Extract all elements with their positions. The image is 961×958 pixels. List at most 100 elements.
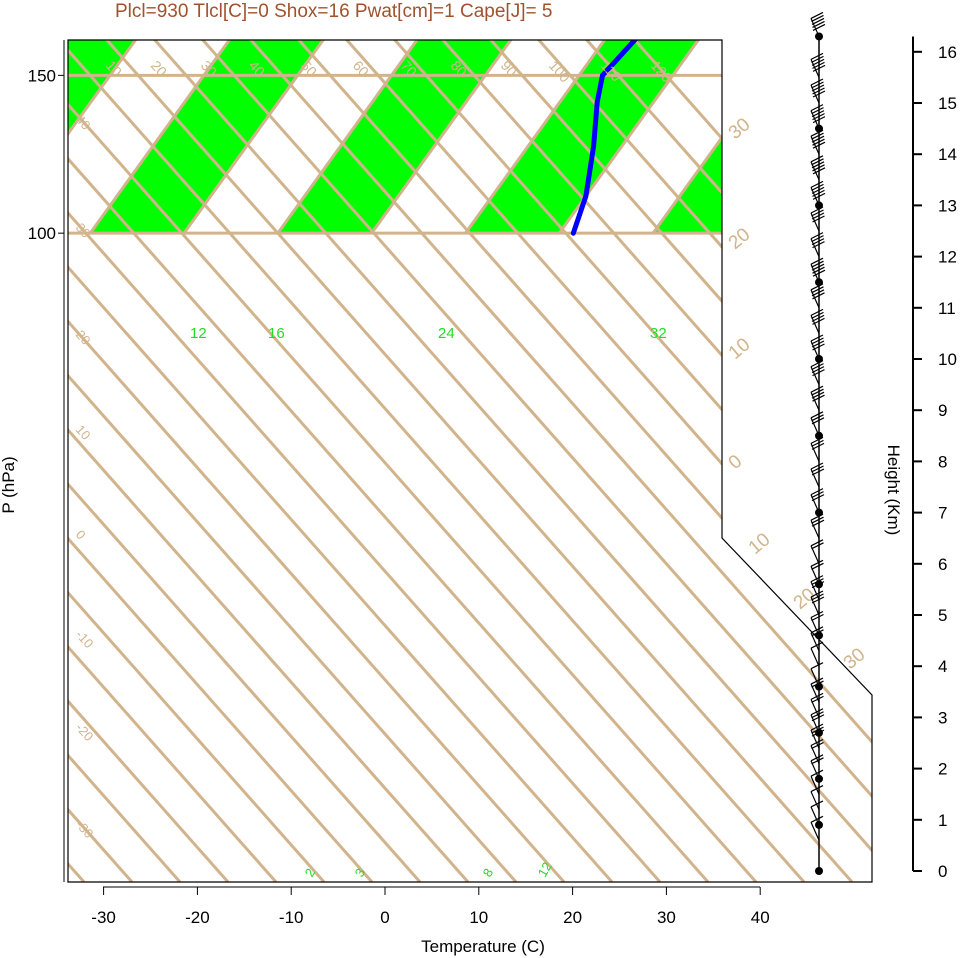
wind-barb-flag bbox=[811, 417, 825, 425]
wind-barb-flag bbox=[811, 562, 824, 570]
side-isotherm-label: 30 bbox=[725, 114, 755, 144]
wind-barb-flag bbox=[810, 610, 824, 619]
height-tick-label: 12 bbox=[938, 248, 957, 267]
adiabat-line bbox=[68, 40, 566, 882]
adiabat-line bbox=[68, 40, 86, 882]
wind-barb-flag bbox=[811, 340, 825, 348]
wind-barb-flag bbox=[810, 462, 824, 470]
wind-barb-flag bbox=[812, 215, 825, 223]
wind-barb-flag bbox=[812, 192, 826, 200]
temperature-tick-label: -30 bbox=[91, 908, 116, 927]
height-axis-title: Height (Km) bbox=[884, 445, 903, 536]
wind-barb-flag bbox=[811, 542, 824, 550]
wind-barb-flag bbox=[812, 90, 826, 98]
wind-barb-flag bbox=[811, 183, 824, 191]
wind-barb-flag bbox=[810, 559, 824, 567]
wind-barb bbox=[810, 791, 820, 810]
wind-barb-flag bbox=[810, 662, 824, 670]
wind-barb-flag bbox=[811, 494, 825, 502]
side-isotherm-label: 0 bbox=[725, 451, 747, 474]
plot-frame bbox=[67, 39, 873, 883]
adiabat-line bbox=[68, 40, 470, 882]
side-isotherm-label: 20 bbox=[725, 224, 755, 254]
wind-barb-flag bbox=[811, 465, 824, 473]
height-tick-label: 16 bbox=[938, 43, 957, 62]
wind-barb-flag bbox=[812, 164, 825, 172]
wind-barb-flag bbox=[810, 52, 824, 60]
wind-barb-flag bbox=[811, 161, 825, 169]
pressure-axis: 1001502002503004005007008501000 bbox=[28, 40, 65, 882]
wind-barb-flag bbox=[812, 167, 826, 175]
mixing-ratio-label: 8 bbox=[480, 866, 497, 880]
wind-barb-flag bbox=[810, 104, 824, 112]
height-tick-label: 10 bbox=[938, 350, 957, 369]
isotherm-band bbox=[653, 40, 872, 234]
wind-barb-flag bbox=[811, 311, 824, 319]
temperature-tick-label: 0 bbox=[380, 908, 389, 927]
wind-barb-flag bbox=[811, 238, 825, 246]
adiabat-line bbox=[68, 40, 854, 882]
wind-barb bbox=[810, 806, 820, 826]
wind-barb-flag bbox=[812, 141, 826, 149]
wind-barb-flag bbox=[812, 87, 825, 95]
isotherm-line bbox=[370, 40, 872, 235]
wind-barb-flag bbox=[811, 135, 825, 143]
adiabat-line bbox=[68, 40, 374, 882]
mixing-ratio-label: 16 bbox=[268, 325, 285, 342]
wind-barb-flag bbox=[811, 516, 824, 524]
adiabat-line bbox=[90, 40, 872, 882]
height-tick-label: 1 bbox=[938, 811, 947, 830]
adiabat-line bbox=[186, 40, 872, 882]
wind-barb bbox=[810, 668, 820, 687]
wind-barb-flag bbox=[810, 385, 824, 393]
temperature-tick-label: 20 bbox=[563, 908, 582, 927]
wind-barb-flag bbox=[811, 388, 824, 396]
height-tick-label: 9 bbox=[938, 401, 947, 420]
height-tick-label: 5 bbox=[938, 606, 947, 625]
wind-barb-flag bbox=[812, 343, 825, 351]
wind-barb-flag bbox=[811, 58, 825, 66]
chart-title: Plcl=930 Tlcl[C]=0 Shox=16 Pwat[cm]=1 Ca… bbox=[115, 1, 552, 22]
wind-barb-column bbox=[810, 11, 826, 875]
wind-barb-flag bbox=[812, 138, 825, 146]
side-isotherm-label: 10 bbox=[745, 529, 775, 559]
wind-barb-flag bbox=[811, 442, 825, 450]
wind-dot bbox=[815, 867, 823, 875]
wind-barb-flag bbox=[811, 235, 824, 243]
wind-barb-flag bbox=[812, 113, 825, 121]
wind-barb bbox=[810, 775, 820, 795]
wind-barb-flag bbox=[811, 596, 825, 604]
temperature-tick-label: -20 bbox=[185, 908, 210, 927]
x-axis-title: Temperature (C) bbox=[421, 937, 545, 956]
adiabat-line bbox=[68, 40, 872, 882]
height-tick-label: 14 bbox=[938, 145, 957, 164]
isotherm-line bbox=[276, 40, 872, 235]
wind-barb-flag bbox=[812, 241, 825, 249]
isotherm-side-label: -20 bbox=[73, 720, 97, 744]
wind-barb-flag bbox=[811, 107, 824, 115]
wind-barb-flag bbox=[812, 266, 825, 274]
adiabat-line bbox=[68, 40, 872, 882]
adiabat-line bbox=[68, 40, 422, 882]
height-tick-label: 4 bbox=[938, 657, 947, 676]
height-tick-label: 15 bbox=[938, 94, 957, 113]
mixing-ratio-label: 24 bbox=[438, 325, 455, 342]
wind-barb-flag bbox=[811, 209, 824, 217]
wind-barb-flag bbox=[812, 20, 825, 28]
wind-barb-flag bbox=[810, 180, 824, 188]
wind-barb-flag bbox=[810, 539, 824, 547]
isotherm-line bbox=[89, 40, 751, 235]
wind-barb-flag bbox=[811, 158, 824, 166]
wind-barb-flag bbox=[811, 519, 825, 527]
wind-barb-flag bbox=[812, 64, 826, 72]
wind-barb-flag bbox=[811, 186, 825, 194]
wind-barb-flag bbox=[812, 369, 825, 377]
wind-barb-flag bbox=[812, 394, 825, 402]
adiabat-line bbox=[68, 40, 806, 882]
wind-barb-flag bbox=[811, 263, 825, 271]
wind-barb-flag bbox=[811, 363, 824, 371]
wind-barb-flag bbox=[811, 132, 824, 140]
wind-barb-flag bbox=[811, 84, 825, 92]
adiabat-line bbox=[68, 40, 758, 882]
